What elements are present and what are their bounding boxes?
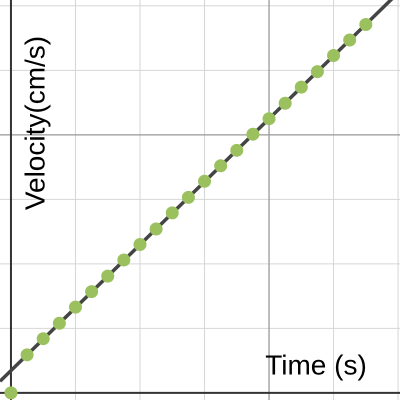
data-point <box>52 316 66 330</box>
data-point <box>359 18 373 32</box>
data-point <box>20 348 34 362</box>
y-axis-label: Velocity(cm/s) <box>19 36 50 210</box>
data-point <box>85 285 99 299</box>
data-point <box>294 80 308 94</box>
data-point <box>165 206 179 220</box>
data-point <box>246 127 260 141</box>
data-point <box>4 386 18 400</box>
data-point <box>149 222 163 236</box>
data-point <box>262 112 276 126</box>
data-point <box>343 33 357 47</box>
data-point <box>198 174 212 188</box>
data-point <box>68 300 82 314</box>
data-point <box>36 332 50 346</box>
data-point <box>117 253 131 267</box>
data-point <box>133 238 147 252</box>
x-axis-label: Time (s) <box>265 349 367 380</box>
data-point <box>327 48 341 62</box>
data-point <box>230 143 244 157</box>
data-point <box>310 65 324 79</box>
data-point <box>214 159 228 173</box>
data-point <box>278 96 292 110</box>
data-point <box>181 190 195 204</box>
data-point <box>101 269 115 283</box>
